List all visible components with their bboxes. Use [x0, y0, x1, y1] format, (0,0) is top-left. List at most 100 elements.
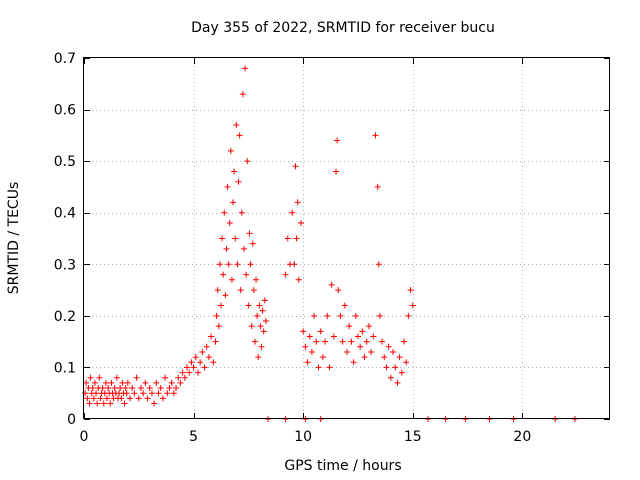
data-point — [224, 183, 231, 190]
data-point — [177, 379, 184, 386]
data-point — [328, 281, 335, 288]
grid-lines — [84, 58, 610, 419]
data-point — [221, 209, 228, 216]
data-point — [257, 323, 264, 330]
data-point — [375, 261, 382, 268]
data-point — [108, 379, 115, 386]
data-point — [159, 395, 166, 402]
data-point — [232, 235, 239, 242]
data-point — [99, 385, 106, 392]
data-point — [96, 374, 103, 381]
data-point — [365, 323, 372, 330]
data-point — [220, 271, 227, 278]
data-point — [188, 359, 195, 366]
data-point — [284, 235, 291, 242]
data-point — [91, 379, 98, 386]
data-point — [352, 312, 359, 319]
data-point — [363, 338, 370, 345]
data-point — [217, 302, 224, 309]
y-tick-label: 0.3 — [54, 257, 76, 273]
data-point — [306, 333, 313, 340]
data-point — [123, 390, 130, 397]
data-point — [203, 343, 210, 350]
data-point — [294, 199, 301, 206]
data-point — [317, 328, 324, 335]
data-point — [93, 390, 100, 397]
data-point — [83, 379, 90, 386]
data-point — [100, 400, 107, 407]
y-tick-label: 0.4 — [54, 206, 76, 222]
data-point — [216, 261, 223, 268]
data-point — [137, 385, 144, 392]
data-point — [400, 338, 407, 345]
y-axis-label: SRMTID / TECUs — [6, 182, 22, 295]
data-point — [311, 312, 318, 319]
data-point — [227, 147, 234, 154]
data-point — [383, 364, 390, 371]
data-point — [173, 385, 180, 392]
data-point — [235, 178, 242, 185]
data-point — [142, 379, 149, 386]
x-tick-label: 10 — [294, 429, 312, 445]
x-axis-label: GPS time / hours — [284, 458, 401, 474]
data-point — [372, 132, 379, 139]
x-tick-label: 20 — [513, 429, 531, 445]
data-point — [300, 328, 307, 335]
data-point — [313, 338, 320, 345]
data-point — [390, 348, 397, 355]
data-point — [374, 183, 381, 190]
data-point — [124, 379, 131, 386]
data-point — [166, 385, 173, 392]
data-point — [87, 374, 94, 381]
data-point — [387, 374, 394, 381]
data-point — [324, 312, 331, 319]
data-point — [262, 318, 269, 325]
x-tick-label: 0 — [80, 429, 89, 445]
data-point — [237, 287, 244, 294]
data-points — [82, 65, 578, 422]
data-point — [248, 323, 255, 330]
data-point — [213, 312, 220, 319]
data-point — [140, 390, 147, 397]
y-tick-label: 0.2 — [54, 309, 76, 325]
data-point — [261, 297, 268, 304]
data-point — [326, 364, 333, 371]
data-point — [405, 312, 412, 319]
data-point — [295, 276, 302, 283]
data-point — [236, 132, 243, 139]
data-point — [359, 328, 366, 335]
data-point — [119, 379, 126, 386]
data-point — [354, 333, 361, 340]
plot-frame — [83, 57, 610, 419]
data-point — [297, 220, 304, 227]
data-point — [146, 385, 153, 392]
data-point — [255, 354, 262, 361]
data-point — [122, 385, 129, 392]
data-point — [315, 364, 322, 371]
data-point — [249, 240, 256, 247]
data-point — [256, 302, 263, 309]
data-point — [228, 276, 235, 283]
data-point — [341, 302, 348, 309]
data-point — [215, 323, 222, 330]
data-point — [292, 163, 299, 170]
data-point — [346, 323, 353, 330]
data-point — [239, 91, 246, 98]
data-point — [250, 287, 257, 294]
data-point — [84, 395, 91, 402]
data-point — [97, 395, 104, 402]
data-point — [199, 348, 206, 355]
data-point — [104, 395, 111, 402]
data-point — [385, 343, 392, 350]
data-point — [282, 271, 289, 278]
data-point — [291, 261, 298, 268]
data-point — [396, 354, 403, 361]
data-point — [246, 230, 253, 237]
axis-ticks: 0 0.1 0.2 0.3 0.4 0.5 0.6 0.7 0 5 10 15 20 — [54, 51, 610, 445]
data-point — [151, 400, 158, 407]
data-point — [253, 276, 260, 283]
data-point — [129, 385, 136, 392]
data-point — [186, 369, 193, 376]
data-point — [162, 374, 169, 381]
